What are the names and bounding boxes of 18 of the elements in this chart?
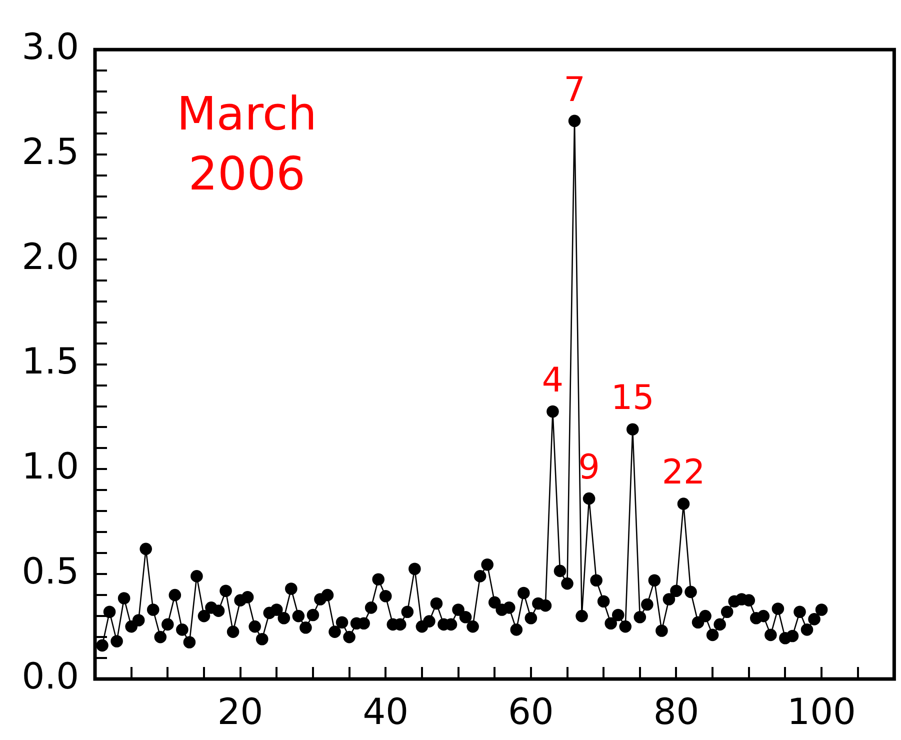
y-tick-label: 1.0 — [22, 446, 79, 488]
y-tick-label: 1.5 — [22, 342, 79, 383]
y-tick-label: 3.0 — [22, 26, 79, 68]
x-tick-label: 40 — [362, 692, 409, 733]
y-tick-label: 2.0 — [22, 236, 79, 278]
annotation: 7 — [564, 70, 586, 110]
y-tick-label: 2.5 — [22, 132, 79, 173]
annotation: 4 — [542, 360, 564, 400]
y-tick-label: 0.0 — [22, 656, 79, 698]
annotation: 22 — [662, 452, 706, 493]
annotation: March 2006 — [176, 86, 317, 201]
x-tick-label: 20 — [217, 692, 264, 733]
x-tick-label: 100 — [787, 692, 856, 733]
y-tick-label: 0.5 — [22, 551, 79, 592]
x-tick-label: 60 — [508, 692, 554, 733]
annotation: 15 — [611, 378, 654, 418]
x-tick-label: 80 — [653, 692, 700, 733]
annotation: 9 — [578, 447, 600, 488]
